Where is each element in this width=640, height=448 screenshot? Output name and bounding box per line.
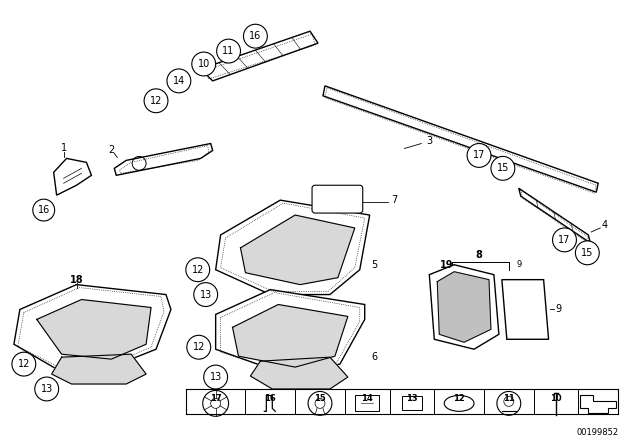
Polygon shape	[232, 305, 348, 367]
Text: 19: 19	[440, 260, 453, 270]
Polygon shape	[502, 280, 548, 339]
Text: 17: 17	[473, 151, 485, 160]
Circle shape	[144, 89, 168, 113]
Circle shape	[194, 283, 218, 306]
Text: 9: 9	[516, 260, 522, 269]
Polygon shape	[519, 188, 590, 243]
Text: 11: 11	[503, 394, 515, 403]
Circle shape	[243, 24, 268, 48]
Text: 15: 15	[581, 248, 593, 258]
Polygon shape	[216, 289, 365, 374]
Text: 12: 12	[150, 96, 162, 106]
Text: 12: 12	[18, 359, 30, 369]
Text: 16: 16	[264, 394, 276, 403]
Text: 1: 1	[61, 143, 67, 154]
Text: 9: 9	[556, 305, 561, 314]
Text: 16: 16	[249, 31, 262, 41]
Text: 8: 8	[476, 250, 483, 260]
Text: 18: 18	[70, 275, 83, 284]
Text: 12: 12	[453, 394, 465, 403]
Circle shape	[491, 156, 515, 180]
Text: 11: 11	[223, 46, 235, 56]
Text: 14: 14	[173, 76, 185, 86]
Polygon shape	[201, 31, 318, 81]
Circle shape	[204, 365, 228, 389]
Text: 13: 13	[40, 384, 53, 394]
Polygon shape	[36, 300, 151, 359]
Text: 12: 12	[193, 342, 205, 352]
Text: 10: 10	[550, 394, 562, 403]
Text: 13: 13	[200, 289, 212, 300]
Polygon shape	[437, 271, 491, 342]
Polygon shape	[115, 143, 212, 175]
Text: 7: 7	[392, 195, 397, 205]
Polygon shape	[250, 357, 348, 389]
Polygon shape	[54, 159, 92, 195]
Text: 14: 14	[362, 394, 373, 403]
Polygon shape	[52, 354, 146, 384]
Circle shape	[186, 258, 210, 282]
Text: 17: 17	[558, 235, 571, 245]
Polygon shape	[216, 200, 370, 294]
Polygon shape	[14, 284, 171, 369]
Text: 16: 16	[38, 205, 50, 215]
Circle shape	[552, 228, 577, 252]
Circle shape	[35, 377, 59, 401]
Text: 2: 2	[108, 146, 115, 155]
Circle shape	[33, 199, 54, 221]
Text: 4: 4	[601, 220, 607, 230]
FancyBboxPatch shape	[312, 185, 363, 213]
Polygon shape	[580, 396, 616, 414]
Circle shape	[187, 335, 211, 359]
Polygon shape	[323, 86, 598, 192]
Circle shape	[217, 39, 241, 63]
Bar	[355, 396, 379, 411]
Text: 10: 10	[198, 59, 210, 69]
Polygon shape	[241, 215, 355, 284]
Text: 13: 13	[209, 372, 222, 382]
Text: 15: 15	[497, 164, 509, 173]
Circle shape	[192, 52, 216, 76]
Polygon shape	[429, 265, 499, 349]
Text: 6: 6	[372, 352, 378, 362]
Bar	[402, 396, 422, 410]
Text: 3: 3	[426, 136, 433, 146]
Text: 13: 13	[406, 394, 418, 403]
Text: 12: 12	[191, 265, 204, 275]
Text: 15: 15	[314, 394, 326, 403]
Text: 00199852: 00199852	[576, 428, 618, 437]
Circle shape	[12, 352, 36, 376]
Text: 5: 5	[372, 260, 378, 270]
Circle shape	[167, 69, 191, 93]
Circle shape	[467, 143, 491, 168]
Text: 17: 17	[210, 394, 221, 403]
Circle shape	[575, 241, 599, 265]
